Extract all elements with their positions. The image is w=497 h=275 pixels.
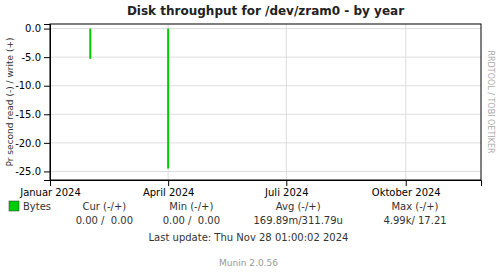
- grid-line-x: [168, 24, 169, 180]
- tick-label: Oktober 2024: [372, 187, 441, 198]
- tick-mark: [44, 86, 50, 87]
- tick-mark: [44, 57, 50, 58]
- marks: [89, 29, 169, 169]
- tick-label: -20.0: [15, 138, 41, 149]
- tick-label: -25.0: [15, 166, 41, 177]
- tick: -15.0: [15, 109, 50, 120]
- footer-value: 169.89m/311.79u: [253, 215, 342, 226]
- tick-label: Juli 2024: [264, 187, 308, 198]
- y-axis: 0.0 -5.0 -10.0 -15.0 -20.0 -25.0: [15, 23, 50, 180]
- legend-label: Bytes: [23, 201, 51, 212]
- bar: [89, 29, 91, 59]
- tick-mark: [44, 29, 50, 30]
- grid-line-y: [50, 142, 481, 143]
- y-label: Pr second read (-) / write (+): [5, 38, 15, 167]
- legend-swatch: [9, 201, 19, 211]
- tick-label: April 2024: [143, 187, 194, 198]
- plot-frame: [50, 24, 481, 180]
- tick-mark: [168, 180, 169, 186]
- footer-header: Cur (-/+): [82, 201, 126, 212]
- tick: Januar 2024: [19, 180, 81, 198]
- grid-line-y: [50, 85, 481, 86]
- grid-line-y: [50, 28, 481, 29]
- chart: Januar 2024 April 2024 Juli 2024 Oktober 20…: [0, 0, 497, 275]
- grid: [50, 24, 481, 180]
- tick-mark: [44, 171, 50, 172]
- grid-line-x: [405, 24, 406, 180]
- footer-value: 4.99k/ 17.21: [383, 215, 446, 226]
- grid-line-y: [50, 57, 481, 58]
- tick-label: -5.0: [21, 52, 41, 63]
- tick: April 2024: [143, 180, 194, 198]
- grid-line-y: [50, 171, 481, 172]
- tick-mark: [44, 143, 50, 144]
- footer-header: Max (-/+): [391, 201, 438, 212]
- side-credit: RRDTOOL / TOBI OETIKER: [486, 50, 495, 153]
- tick-mark: [286, 180, 287, 186]
- footer-value: 0.00 / 0.00: [76, 215, 133, 226]
- title: Disk throughput for /dev/zram0 - by year: [127, 4, 404, 18]
- tick: -10.0: [15, 80, 50, 91]
- credit: Munin 2.0.56: [219, 258, 278, 268]
- tick-mark: [44, 114, 50, 115]
- grid-line-y: [50, 114, 481, 115]
- bar: [167, 29, 169, 169]
- tick-label: Januar 2024: [19, 187, 81, 198]
- plot: Januar 2024 April 2024 Juli 2024 Oktober 20…: [15, 23, 481, 198]
- footer-value: 0.00 / 0.00: [163, 215, 220, 226]
- tick-mark: [406, 180, 407, 186]
- tick: -5.0: [21, 52, 50, 63]
- tick: -25.0: [15, 166, 50, 177]
- footer-header: Avg (-/+): [276, 201, 321, 212]
- tick: 0.0: [25, 23, 50, 34]
- x-axis: Januar 2024 April 2024 Juli 2024 Oktober 20…: [19, 180, 481, 198]
- tick-label: -10.0: [15, 80, 41, 91]
- tick-label: -15.0: [15, 109, 41, 120]
- grid-line-x: [286, 24, 287, 180]
- last-update: Last update: Thu Nov 28 01:00:02 2024: [149, 232, 349, 243]
- tick-label: 0.0: [25, 23, 41, 34]
- footer-header: Min (-/+): [169, 201, 213, 212]
- tick: -20.0: [15, 138, 50, 149]
- tick: Oktober 2024: [372, 180, 441, 198]
- tick: Juli 2024: [264, 180, 308, 198]
- axis-domain: [51, 181, 482, 187]
